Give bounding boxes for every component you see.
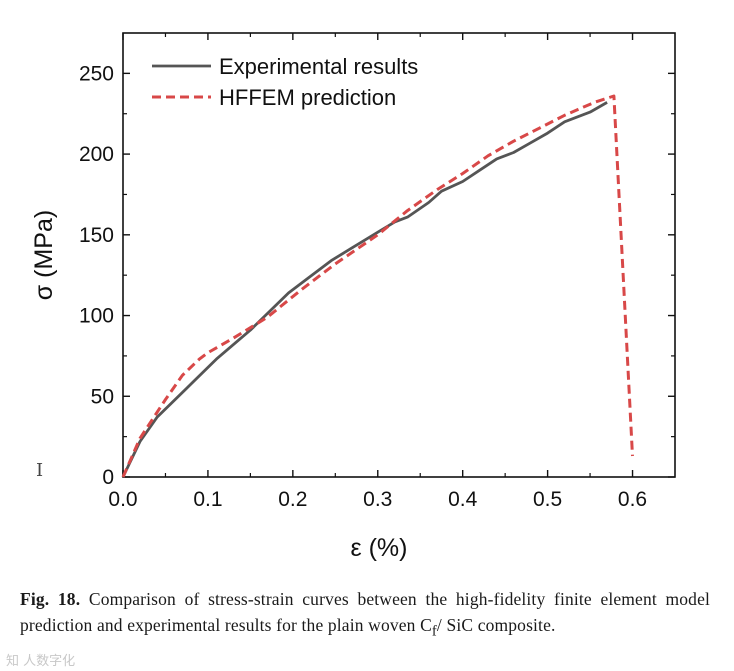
x-tick-label: 0.1 <box>193 488 222 511</box>
x-tick-label: 0.2 <box>278 488 307 511</box>
text-cursor-icon: I <box>36 460 44 481</box>
y-tick-label: 150 <box>79 224 114 247</box>
figure-label: Fig. 18. <box>20 589 81 609</box>
y-axis-title: σ (MPa) <box>30 210 58 300</box>
y-tick-label: 200 <box>79 143 114 166</box>
chart-series <box>121 94 634 478</box>
plot-frame <box>122 32 676 478</box>
watermark-text: 知 人数字化 <box>6 654 76 669</box>
x-tick-label: 0.6 <box>618 488 647 511</box>
x-tick-label: 0.3 <box>363 488 392 511</box>
prediction-series-line <box>121 94 634 478</box>
x-tick-label: 0.5 <box>533 488 562 511</box>
chart-legend: Experimental results HFFEM prediction <box>152 54 418 110</box>
figure-caption: Fig. 18. Comparison of stress-strain cur… <box>20 586 710 645</box>
y-tick-label: 50 <box>91 385 114 408</box>
x-tick-label: 0.4 <box>448 488 478 511</box>
caption-subscript: f <box>431 623 437 640</box>
chart-axes: 0.0 0.1 0.2 0.3 0.4 0.5 0.6 0 50 100 150 200 250 ε (%… <box>30 32 676 562</box>
x-tick-label: 0.0 <box>108 488 137 511</box>
x-axis-title: ε (%) <box>351 534 408 562</box>
legend-label-experimental: Experimental results <box>219 54 418 79</box>
caption-text-end: / SiC composite. <box>436 615 556 635</box>
stress-strain-chart: 0.0 0.1 0.2 0.3 0.4 0.5 0.6 0 50 100 150 200 250 ε (%… <box>30 32 676 562</box>
caption-text-main: Comparison of stress-strain curves betwe… <box>20 589 711 635</box>
experimental-series-line <box>121 101 608 478</box>
y-tick-label: 250 <box>79 62 114 85</box>
y-tick-label: 0 <box>102 466 114 489</box>
legend-label-prediction: HFFEM prediction <box>219 85 396 110</box>
y-tick-label: 100 <box>79 305 114 328</box>
